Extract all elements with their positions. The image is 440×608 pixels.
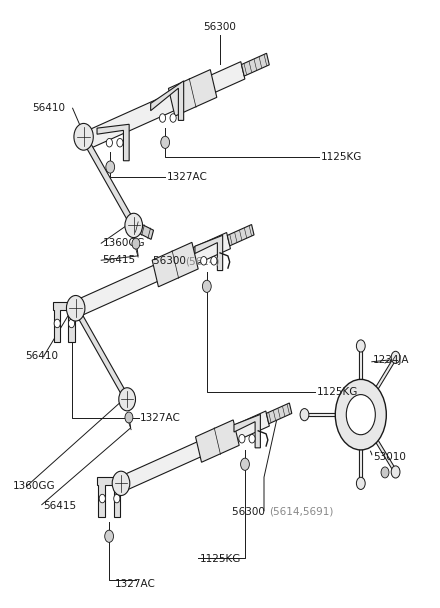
Text: 56415: 56415: [103, 255, 136, 265]
Circle shape: [112, 471, 130, 496]
Text: 56300: 56300: [232, 507, 268, 517]
Circle shape: [117, 139, 123, 147]
Text: 1125KG: 1125KG: [321, 152, 363, 162]
Circle shape: [211, 257, 217, 265]
Polygon shape: [152, 243, 198, 287]
Circle shape: [391, 466, 400, 478]
Text: 56300: 56300: [153, 257, 189, 266]
Circle shape: [106, 139, 113, 147]
Circle shape: [125, 412, 133, 423]
Polygon shape: [121, 411, 269, 491]
Polygon shape: [76, 232, 231, 316]
Circle shape: [119, 388, 136, 411]
Text: 1125KG: 1125KG: [199, 554, 241, 564]
Text: (5614): (5614): [185, 257, 219, 266]
Polygon shape: [74, 306, 129, 401]
Circle shape: [170, 114, 176, 122]
Text: 56410: 56410: [32, 103, 65, 113]
Polygon shape: [195, 235, 223, 271]
Circle shape: [356, 477, 365, 489]
Circle shape: [54, 319, 60, 328]
Circle shape: [346, 395, 375, 435]
Circle shape: [391, 351, 400, 364]
Text: 1234JA: 1234JA: [373, 355, 410, 365]
Polygon shape: [81, 134, 136, 227]
Text: 1360GG: 1360GG: [103, 238, 145, 248]
Circle shape: [300, 409, 309, 421]
Text: (5614,5691): (5614,5691): [269, 507, 334, 517]
Circle shape: [68, 319, 74, 328]
Polygon shape: [86, 61, 245, 148]
Text: 1125KG: 1125KG: [317, 387, 358, 397]
Circle shape: [202, 280, 211, 292]
Circle shape: [74, 123, 93, 150]
Circle shape: [99, 494, 106, 503]
Polygon shape: [169, 69, 217, 116]
Circle shape: [381, 467, 389, 478]
Circle shape: [335, 379, 386, 450]
Circle shape: [105, 530, 114, 542]
Circle shape: [114, 494, 120, 503]
Polygon shape: [234, 415, 260, 448]
Circle shape: [161, 136, 169, 148]
Circle shape: [239, 435, 245, 443]
Circle shape: [201, 257, 207, 265]
Circle shape: [106, 161, 115, 173]
Polygon shape: [53, 302, 79, 342]
Polygon shape: [132, 221, 154, 240]
Text: 1327AC: 1327AC: [140, 413, 181, 423]
Polygon shape: [195, 420, 239, 462]
Text: 56415: 56415: [43, 501, 76, 511]
Polygon shape: [150, 81, 183, 120]
Circle shape: [66, 295, 85, 321]
Polygon shape: [97, 124, 129, 161]
Polygon shape: [227, 224, 254, 246]
Circle shape: [159, 114, 165, 122]
Text: 1327AC: 1327AC: [166, 172, 207, 182]
Circle shape: [241, 458, 249, 471]
Circle shape: [132, 238, 140, 249]
Polygon shape: [97, 477, 125, 517]
Circle shape: [249, 435, 255, 443]
Polygon shape: [266, 403, 292, 424]
Text: 1327AC: 1327AC: [115, 579, 156, 589]
Text: 56410: 56410: [26, 351, 59, 361]
Circle shape: [125, 213, 143, 238]
Text: 53010: 53010: [373, 452, 406, 462]
Polygon shape: [242, 54, 269, 76]
Circle shape: [356, 340, 365, 352]
Text: 1360GG: 1360GG: [12, 482, 55, 491]
Text: 56300: 56300: [204, 22, 236, 32]
